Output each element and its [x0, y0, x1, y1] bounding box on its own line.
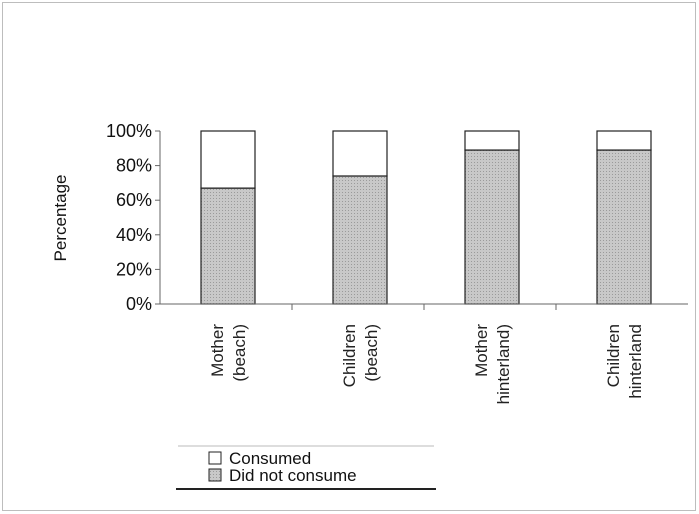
y-tick-label: 40%	[116, 225, 152, 245]
x-axis: Mother (beach) Children (beach) Mother hinter…	[160, 303, 688, 404]
x-category-label: Mother	[472, 324, 491, 377]
y-tick-label: 80%	[116, 156, 152, 176]
bar-segment-consumed	[464, 130, 520, 151]
bar-segment-did-not-consume	[464, 149, 520, 305]
y-tick-label: 20%	[116, 259, 152, 279]
bar-segment-consumed	[332, 130, 388, 177]
bar-segment-consumed	[596, 130, 652, 151]
x-category-label: hinterland	[626, 324, 645, 399]
bar-segment-consumed	[200, 130, 256, 189]
x-category-label: hinterland)	[494, 324, 513, 404]
bar-segment-did-not-consume	[332, 175, 388, 305]
bar-segment-did-not-consume	[200, 187, 256, 305]
x-category-label: (beach)	[362, 324, 381, 382]
x-category-label: Mother	[208, 324, 227, 377]
y-tick-label: 100%	[106, 121, 152, 141]
legend-swatch-consumed	[208, 451, 222, 465]
y-tick-label: 60%	[116, 190, 152, 210]
y-axis-title: Percentage	[51, 175, 70, 262]
x-category-label: Children	[604, 324, 623, 387]
legend-label-consumed: Consumed	[229, 449, 311, 468]
legend-swatch-did-not-consume	[208, 468, 222, 482]
x-category-label: (beach)	[230, 324, 249, 382]
bars	[200, 130, 652, 305]
x-category-label: Children	[340, 324, 359, 387]
bar-segment-did-not-consume	[596, 149, 652, 305]
legend-label-did-not-consume: Did not consume	[229, 466, 357, 485]
y-tick-label: 0%	[126, 294, 152, 314]
y-axis: 0% 20% 40% 60% 80% 100%	[106, 121, 161, 314]
